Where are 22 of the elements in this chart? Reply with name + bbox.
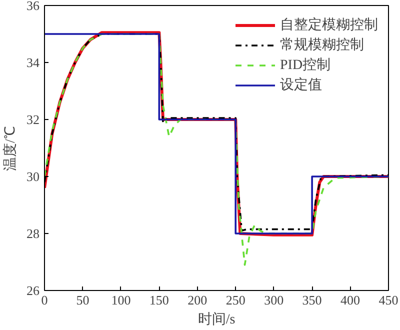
x-tick-label: 200 xyxy=(188,292,208,308)
x-axis-title: 时间/s xyxy=(198,312,236,328)
y-tick-label: 26 xyxy=(26,283,40,298)
legend-label: 常规模糊控制 xyxy=(280,36,364,54)
y-tick-label: 34 xyxy=(26,55,40,70)
x-tick-label: 400 xyxy=(340,292,360,308)
x-tick-label: 450 xyxy=(378,292,398,308)
y-tick-label: 36 xyxy=(26,0,40,13)
x-tick-label: 250 xyxy=(226,292,246,308)
x-tick-label: 300 xyxy=(264,292,284,308)
y-tick-label: 28 xyxy=(26,226,40,241)
x-tick-label: 50 xyxy=(76,292,90,308)
x-tick-label: 350 xyxy=(302,292,322,308)
x-tick-label: 100 xyxy=(111,292,131,308)
y-axis-title: 温度/℃ xyxy=(2,126,18,171)
y-tick-label: 30 xyxy=(26,169,40,184)
y-tick-label: 32 xyxy=(26,112,40,127)
legend-label: PID控制 xyxy=(280,56,331,74)
legend-label: 设定值 xyxy=(280,76,322,94)
x-tick-label: 0 xyxy=(41,292,48,308)
legend-label: 自整定模糊控制 xyxy=(280,16,378,34)
x-tick-label: 150 xyxy=(149,292,169,308)
